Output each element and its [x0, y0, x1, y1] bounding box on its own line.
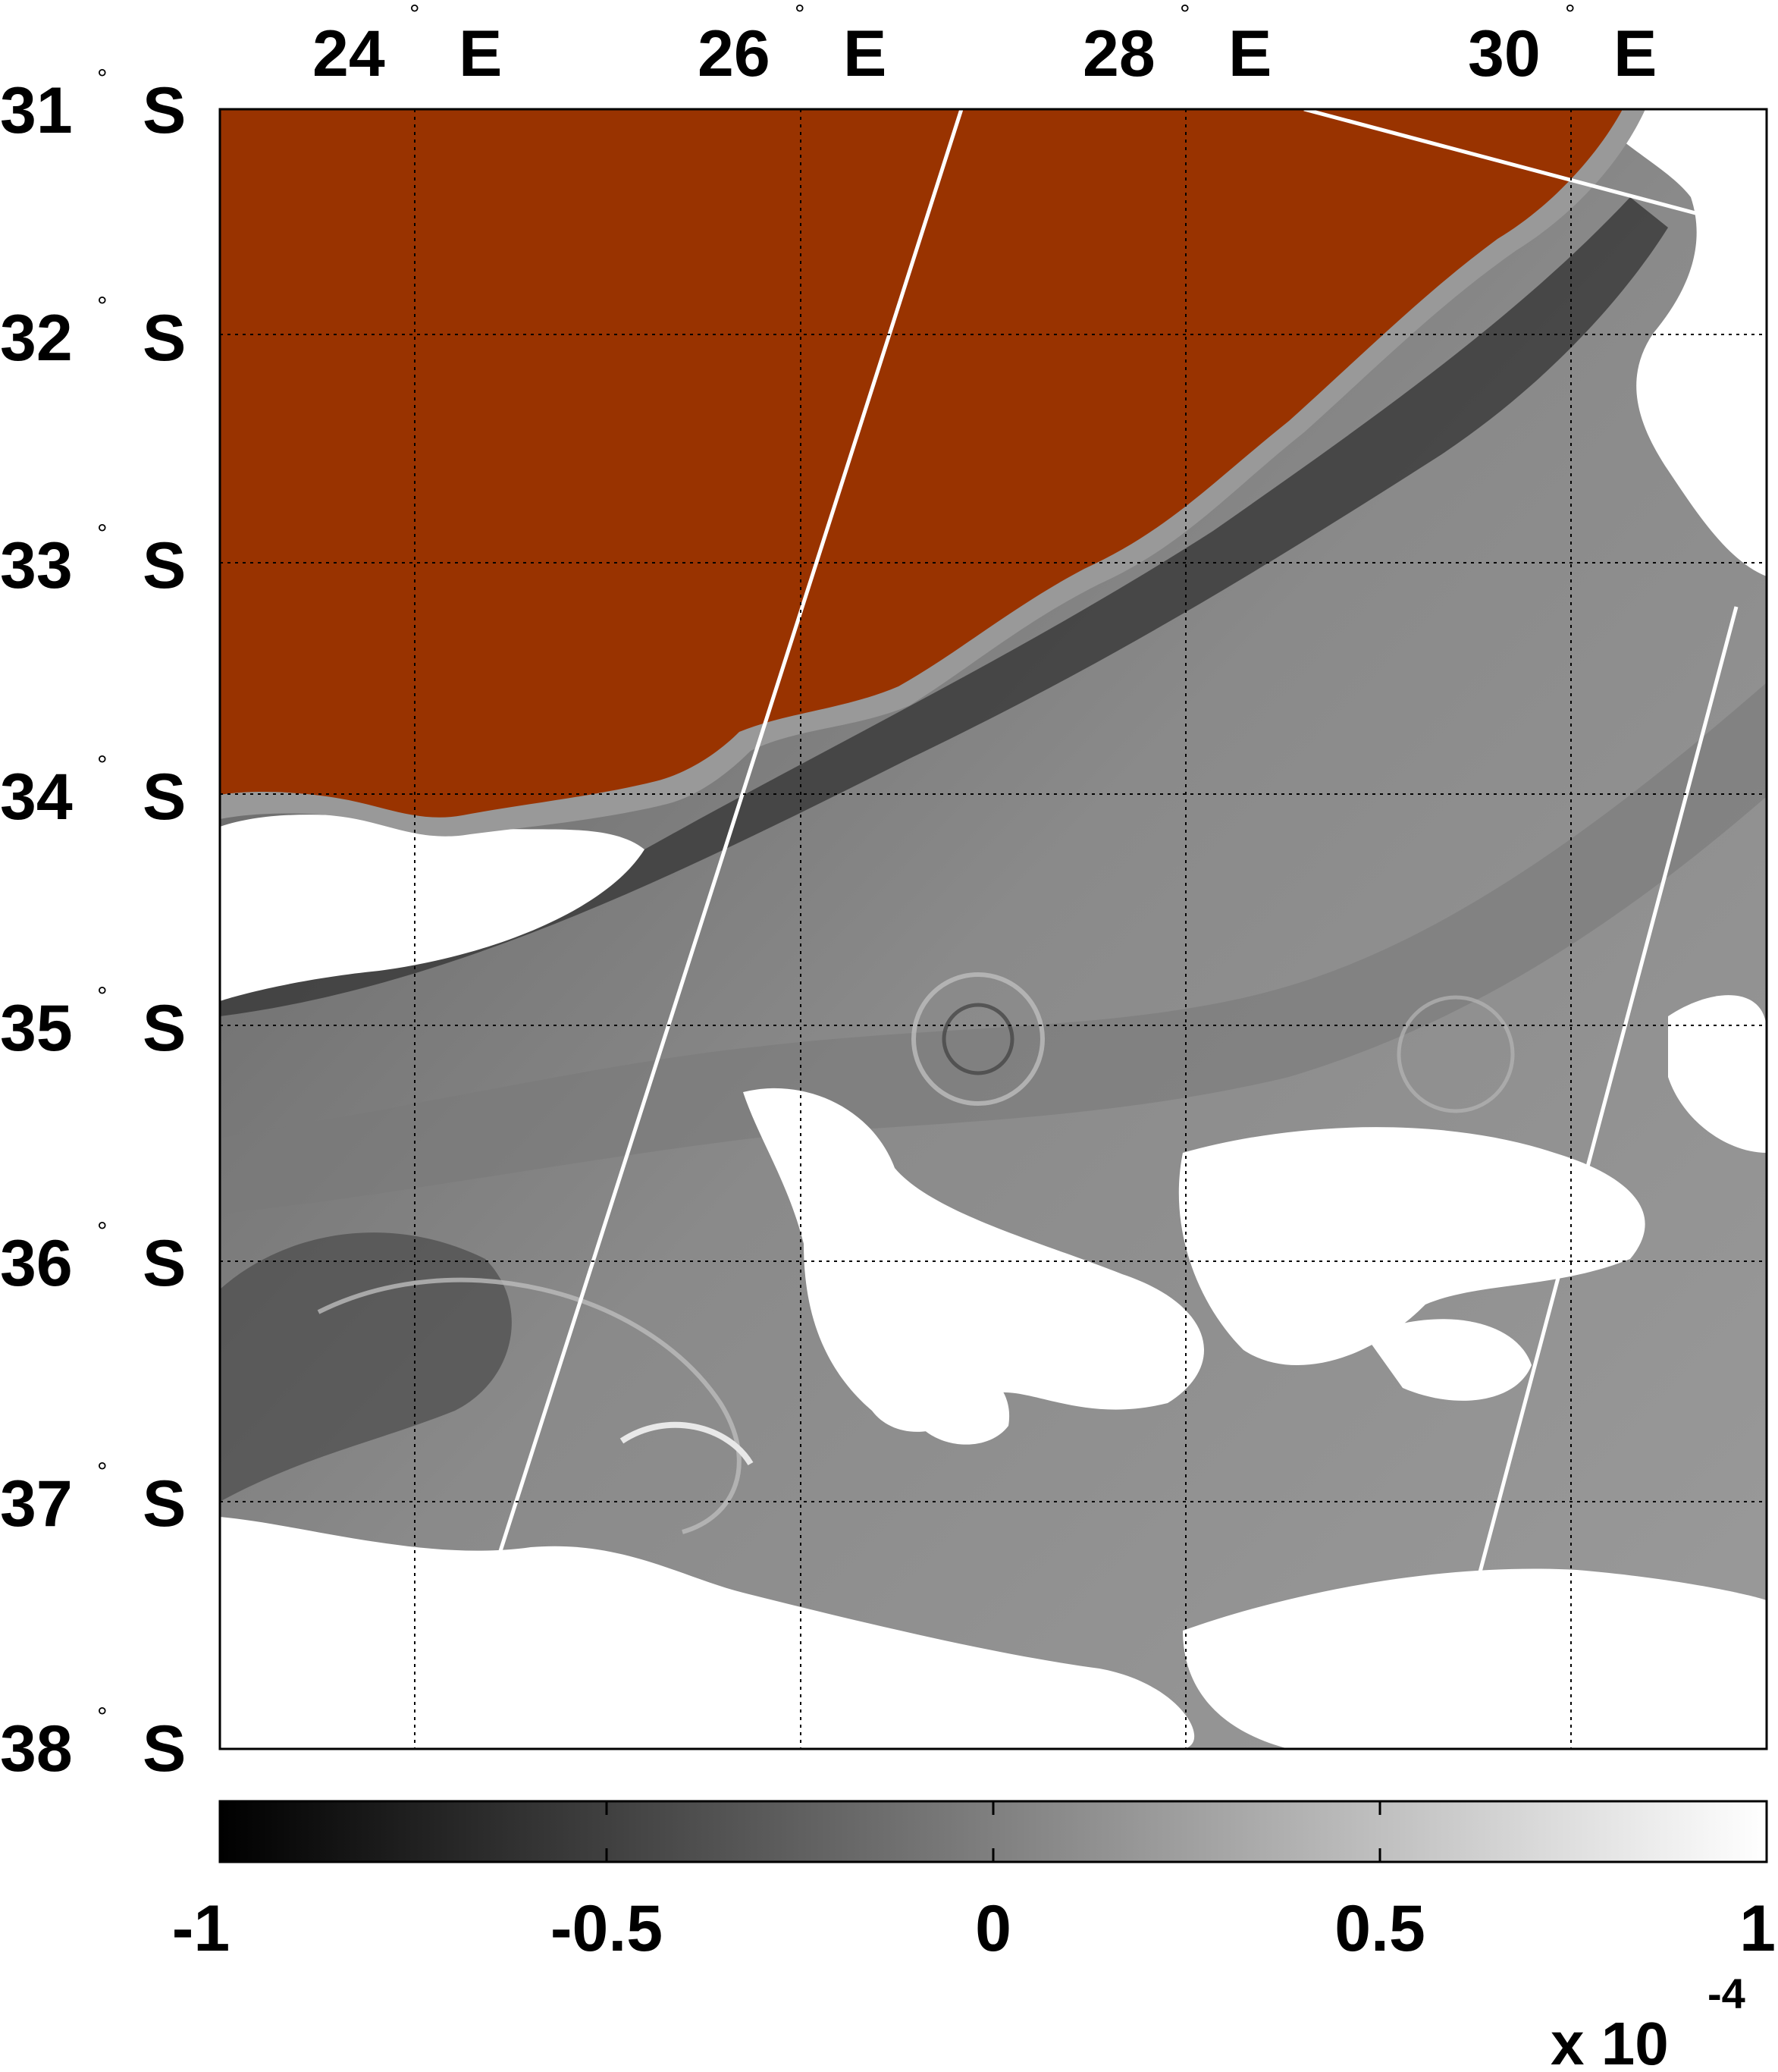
- lat-label-34-dir: S: [143, 761, 186, 834]
- eddy-arc: [317, 1277, 742, 1534]
- degree-symbol: °: [1180, 0, 1190, 29]
- lon-label-30-dir: E: [1613, 17, 1657, 90]
- lat-label-37-dir: S: [143, 1468, 186, 1540]
- lon-label-26-deg: 26: [698, 17, 770, 90]
- eddy-ring: [1397, 995, 1515, 1113]
- lon-label-30: 30 ° E: [1468, 0, 1657, 90]
- lat-label-35: 35 ° S: [0, 982, 186, 1065]
- lat-label-36-dir: S: [143, 1227, 186, 1300]
- colorbar-tick-label: 0: [975, 1892, 1011, 1965]
- lat-label-34-deg: 34: [0, 761, 73, 834]
- colorbar-tick-label: -1: [172, 1892, 230, 1965]
- eddy-ring: [911, 972, 1045, 1106]
- current-band-lighter: [220, 683, 1767, 1213]
- colorbar: -1 -0.5 0 0.5 1 x 10 -4: [172, 1800, 1776, 2072]
- colorbar-tick-marks: [605, 1801, 1381, 1862]
- lat-label-36-deg: 36: [0, 1227, 73, 1300]
- lon-label-24-dir: E: [459, 17, 502, 90]
- map-panel: [220, 109, 1767, 1749]
- lat-label-35-dir: S: [143, 992, 186, 1065]
- lon-label-30-deg: 30: [1468, 17, 1541, 90]
- lat-label-32-deg: 32: [0, 302, 73, 375]
- cloud-mask: [220, 109, 1767, 1749]
- degree-symbol: °: [97, 751, 108, 780]
- lon-label-28-dir: E: [1228, 17, 1272, 90]
- lat-label-36: 36 ° S: [0, 1217, 186, 1300]
- track-lines: [492, 109, 1739, 1749]
- lat-label-31-deg: 31: [0, 74, 73, 147]
- lat-label-32-dir: S: [143, 302, 186, 375]
- lat-label-35-deg: 35: [0, 992, 73, 1065]
- colorbar-tick-label: 0.5: [1334, 1892, 1425, 1965]
- lat-label-33-deg: 33: [0, 529, 73, 602]
- colorbar-tick-label: 1: [1739, 1892, 1776, 1965]
- west-dark-lobe: [220, 1232, 512, 1502]
- degree-symbol: °: [97, 1217, 108, 1246]
- lat-label-31-dir: S: [143, 74, 186, 147]
- degree-symbol: °: [795, 0, 805, 29]
- lat-label-38: 38 ° S: [0, 1703, 186, 1785]
- lat-label-37: 37 ° S: [0, 1458, 186, 1540]
- lat-label-31: 31 ° S: [0, 64, 186, 147]
- colorbar-scale-label: x 10: [1551, 2010, 1669, 2072]
- lat-label-34: 34 ° S: [0, 751, 186, 834]
- degree-symbol: °: [97, 1458, 108, 1487]
- lat-label-32: 32 ° S: [0, 292, 186, 375]
- land-mass: [220, 109, 1623, 818]
- lon-label-26-dir: E: [843, 17, 886, 90]
- degree-symbol: °: [409, 0, 420, 29]
- graticule: [220, 109, 1767, 1749]
- degree-symbol: °: [97, 520, 108, 548]
- colorbar-scale-exponent: -4: [1707, 1970, 1745, 2017]
- lat-label-38-dir: S: [143, 1713, 186, 1785]
- lon-label-26: 26 ° E: [698, 0, 886, 90]
- eddy-ring: [942, 1003, 1014, 1075]
- lat-label-33: 33 ° S: [0, 520, 186, 602]
- lat-label-33-dir: S: [143, 529, 186, 602]
- degree-symbol: °: [97, 1703, 108, 1731]
- lat-label-37-deg: 37: [0, 1468, 73, 1540]
- map-frame: [218, 108, 1768, 1750]
- colorbar-tick-label: -0.5: [550, 1892, 663, 1965]
- degree-symbol: °: [1565, 0, 1576, 29]
- lon-label-24: 24 ° E: [312, 0, 502, 90]
- eddy-arc: [619, 1421, 754, 1466]
- lon-label-24-deg: 24: [312, 17, 385, 90]
- lon-label-28-deg: 28: [1083, 17, 1156, 90]
- degree-symbol: °: [97, 292, 108, 321]
- degree-symbol: °: [97, 982, 108, 1011]
- lon-label-28: 28 ° E: [1083, 0, 1272, 90]
- lat-label-38-deg: 38: [0, 1713, 73, 1785]
- degree-symbol: °: [97, 64, 108, 93]
